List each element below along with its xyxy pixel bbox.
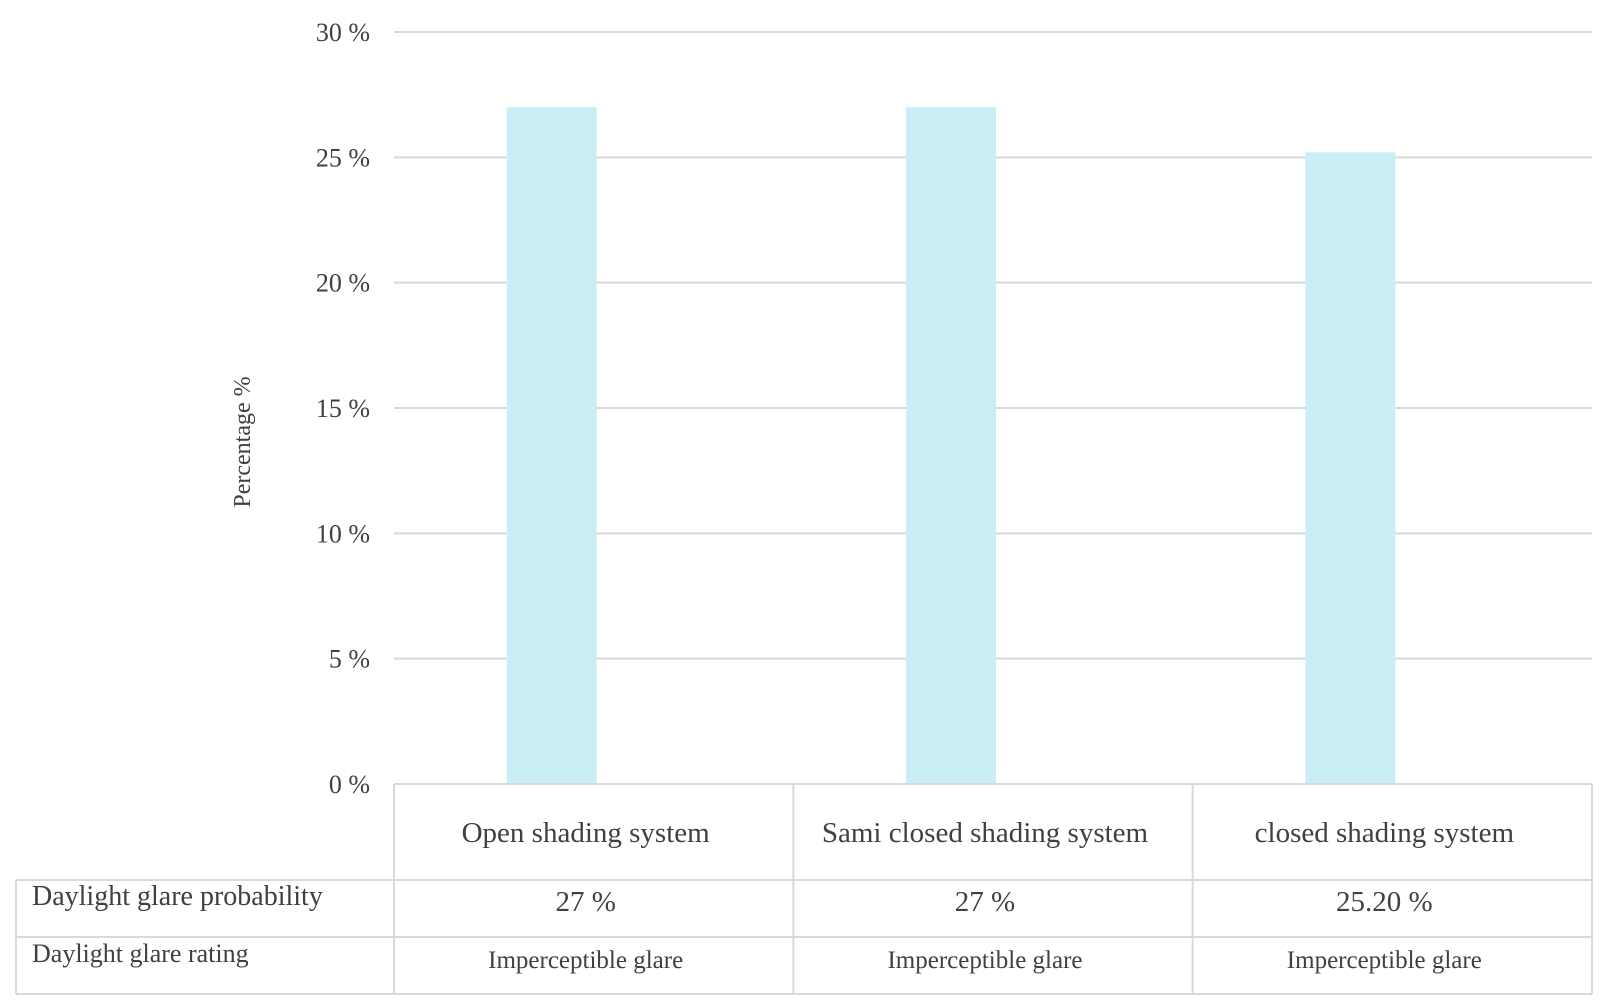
table-cell: 27 % bbox=[955, 886, 1015, 918]
table-cell: 25.20 % bbox=[1336, 886, 1433, 918]
y-tick-label: 20 % bbox=[316, 269, 370, 298]
table-row-label: Daylight glare probability bbox=[32, 881, 323, 912]
y-tick-label: 15 % bbox=[316, 394, 370, 423]
bars bbox=[506, 107, 1396, 784]
table-row-label: Daylight glare rating bbox=[32, 939, 249, 968]
table-cell: 27 % bbox=[555, 886, 615, 918]
category-label: Open shading system bbox=[462, 817, 711, 849]
y-tick-label: 5 % bbox=[329, 645, 370, 674]
bar bbox=[506, 107, 597, 784]
category-label: closed shading system bbox=[1255, 817, 1515, 849]
data-table: Open shading system Sami closed shading s… bbox=[15, 783, 1593, 995]
bar bbox=[1305, 152, 1396, 784]
y-tick-label: 10 % bbox=[316, 519, 370, 548]
y-tick-label: 0 % bbox=[329, 770, 370, 799]
category-label: Sami closed shading system bbox=[822, 817, 1149, 849]
table-cell: Imperceptible glare bbox=[1287, 947, 1482, 974]
y-tick-label: 25 % bbox=[316, 143, 370, 172]
y-tick-label: 30 % bbox=[316, 18, 370, 47]
bar bbox=[906, 107, 996, 784]
y-axis-ticks: 0 % 5 % 10 % 15 % 20 % 25 % 30 % bbox=[316, 18, 370, 799]
table-cell: Imperceptible glare bbox=[887, 947, 1082, 974]
y-axis-label: Percentage % bbox=[230, 376, 256, 507]
table-cell: Imperceptible glare bbox=[488, 947, 683, 974]
